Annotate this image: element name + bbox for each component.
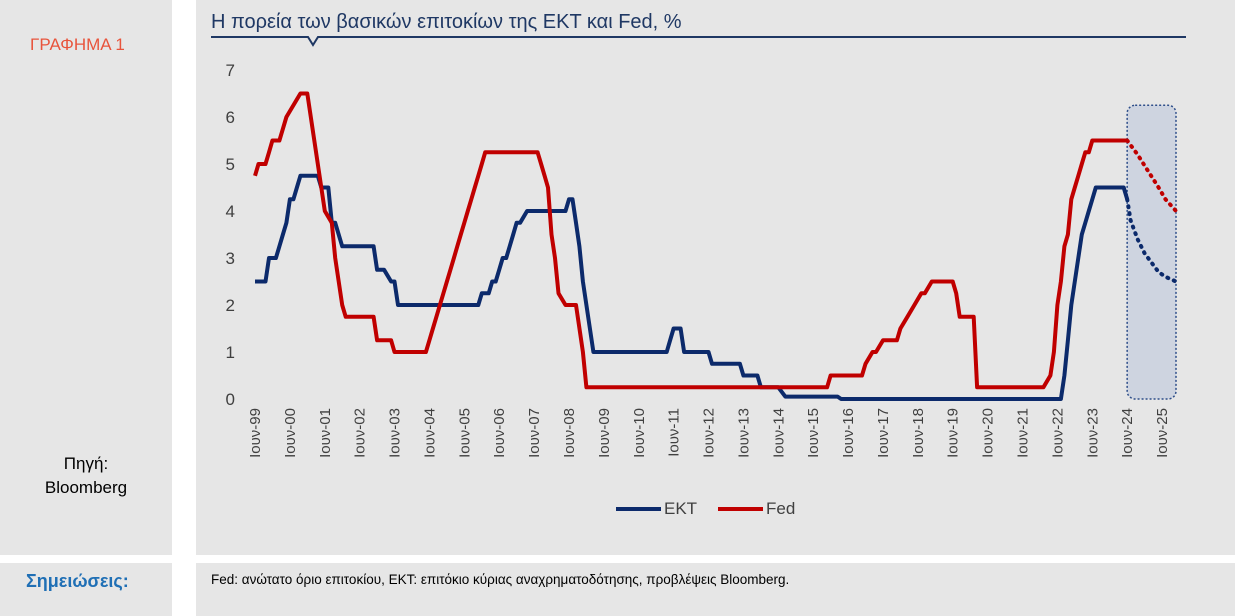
y-tick-label: 2	[226, 296, 235, 315]
notes-label: Σημειώσεις:	[26, 571, 129, 591]
legend-ekt-label: ΕΚΤ	[664, 499, 697, 518]
x-tick-label: Ιουν-14	[770, 408, 787, 458]
x-tick-label: Ιουν-18	[910, 408, 927, 458]
y-tick-label: 5	[226, 155, 235, 174]
x-tick-label: Ιουν-01	[317, 408, 334, 458]
x-tick-label: Ιουν-07	[526, 408, 543, 458]
y-tick-label: 0	[226, 390, 235, 409]
x-tick-label: Ιουν-05	[456, 408, 473, 458]
x-tick-label: Ιουν-19	[945, 408, 962, 458]
y-tick-label: 1	[226, 343, 235, 362]
title-underline	[211, 36, 1186, 47]
rates-chart: Η πορεία των βασικών επιτοκίων της ΕΚΤ κ…	[211, 11, 1186, 518]
x-tick-label: Ιουν-00	[282, 408, 299, 458]
x-tick-label: Ιουν-25	[1154, 408, 1171, 458]
notes-text-panel	[196, 563, 1235, 616]
source-heading: Πηγή:	[63, 454, 109, 473]
x-tick-label: Ιουν-22	[1049, 408, 1066, 458]
x-axis: Ιουν-99 Ιουν-00 Ιουν-01 Ιουν-02 Ιουν-03 Ιουν-…	[247, 408, 1171, 458]
x-tick-label: Ιουν-13	[735, 408, 752, 458]
y-tick-label: 3	[226, 249, 235, 268]
x-tick-label: Ιουν-24	[1119, 408, 1136, 458]
x-tick-label: Ιουν-03	[387, 408, 404, 458]
x-tick-label: Ιουν-17	[875, 408, 892, 458]
legend-fed-label: Fed	[766, 499, 795, 518]
figure-label: ΓΡΑΦΗΜΑ 1	[30, 35, 125, 54]
x-tick-label: Ιουν-10	[631, 408, 648, 458]
notes-text: Fed: ανώτατο όριο επιτοκίου, ΕΚΤ: επιτόκ…	[211, 572, 790, 587]
series-ekt-line	[255, 173, 1130, 401]
x-tick-label: Ιουν-08	[561, 408, 578, 458]
x-tick-label: Ιουν-12	[701, 408, 718, 458]
x-tick-label: Ιουν-16	[840, 408, 857, 458]
source-label: Πηγή: Bloomberg	[0, 452, 172, 500]
x-tick-label: Ιουν-20	[980, 408, 997, 458]
y-tick-label: 4	[226, 202, 235, 221]
forecast-region	[1126, 104, 1177, 400]
notes-label-panel	[0, 563, 172, 616]
series-fed-forecast-line	[1125, 138, 1178, 213]
series-layer	[253, 91, 1178, 401]
x-tick-label: Ιουν-04	[421, 408, 438, 458]
x-tick-label: Ιουν-11	[666, 408, 683, 457]
y-tick-label: 7	[226, 61, 235, 80]
x-tick-label: Ιουν-06	[491, 408, 508, 458]
series-fed-line	[253, 91, 1128, 390]
x-tick-label: Ιουν-09	[596, 408, 613, 458]
left-panel	[0, 0, 172, 555]
x-tick-label: Ιουν-15	[805, 408, 822, 458]
series-ekt-forecast-line	[1125, 197, 1178, 284]
source-name: Bloomberg	[44, 478, 128, 497]
y-axis: 0 1 2 3 4 5 6 7	[226, 61, 235, 409]
chart-title: Η πορεία των βασικών επιτοκίων της ΕΚΤ κ…	[211, 11, 682, 33]
x-tick-label: Ιουν-99	[247, 408, 264, 458]
y-tick-label: 6	[226, 108, 235, 127]
legend: ΕΚΤ Fed	[616, 499, 795, 518]
x-tick-label: Ιουν-02	[352, 408, 369, 458]
x-tick-label: Ιουν-21	[1015, 408, 1032, 458]
x-tick-label: Ιουν-23	[1084, 408, 1101, 458]
